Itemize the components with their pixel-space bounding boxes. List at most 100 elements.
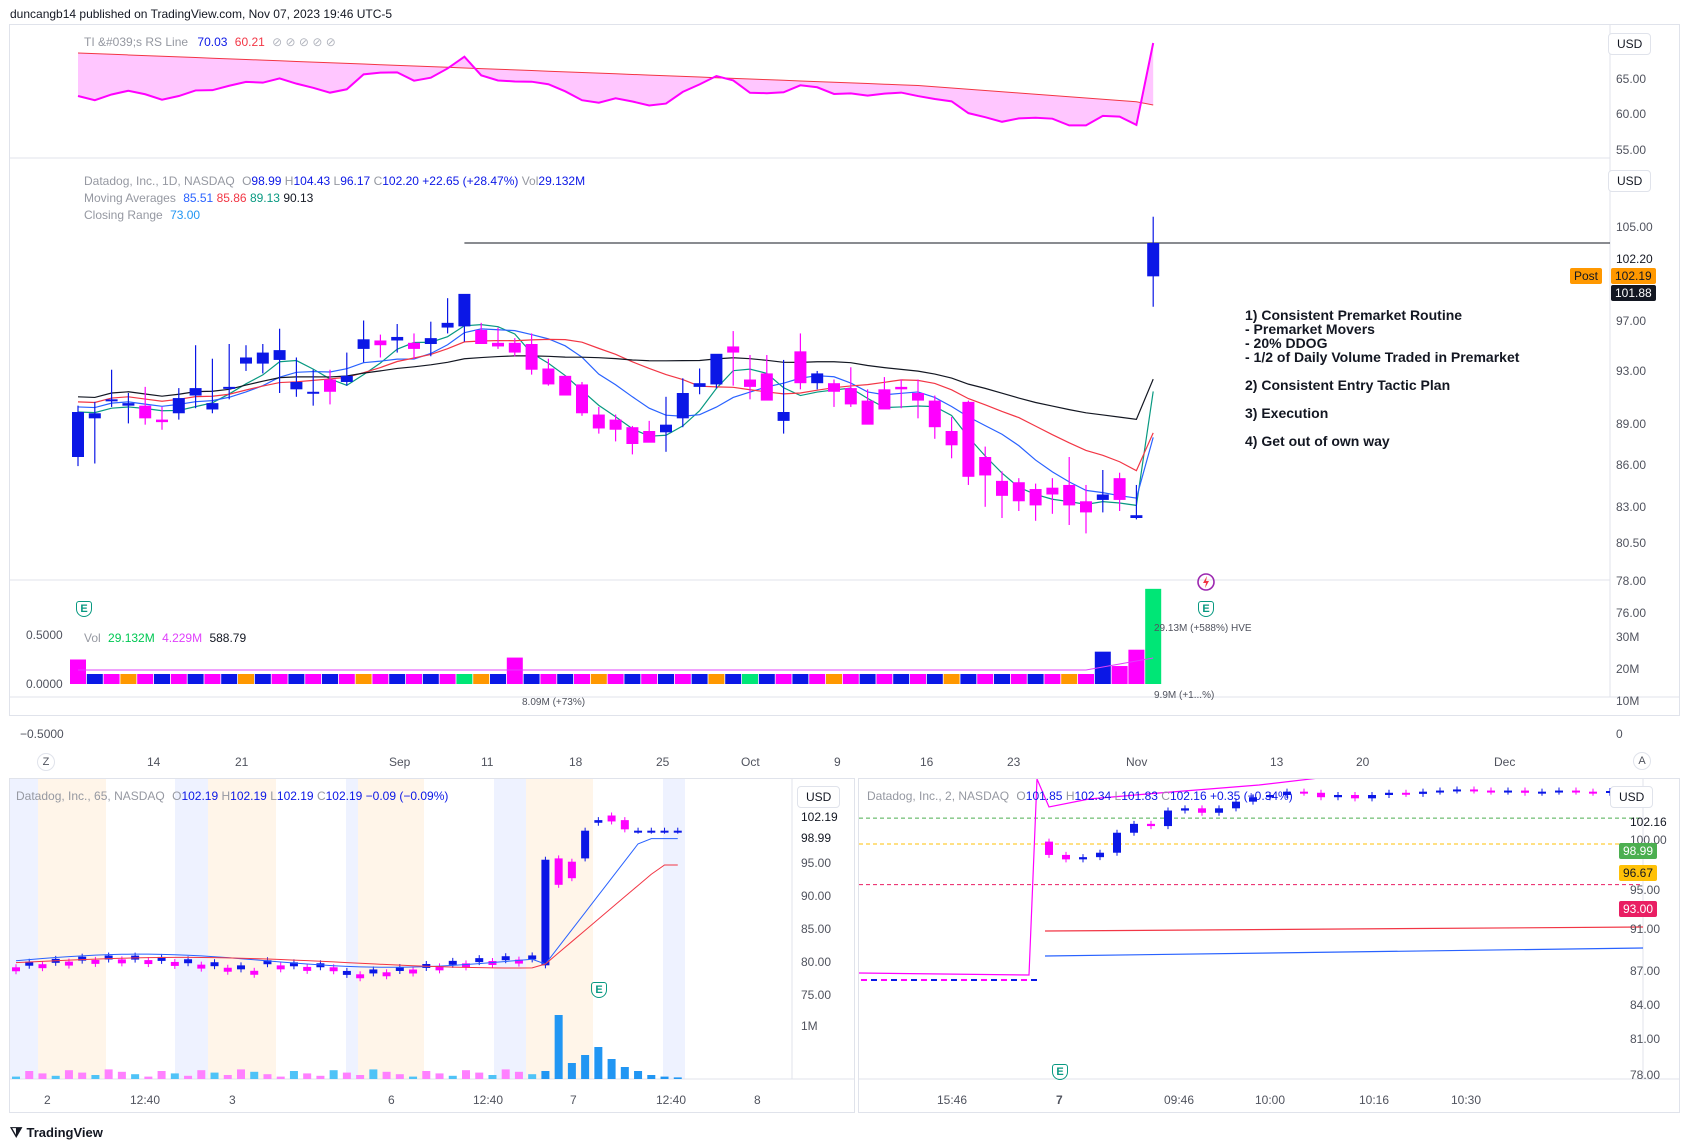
- volume-bar: [38, 1073, 47, 1079]
- volume-bar: [725, 674, 742, 684]
- rs-tick: 55.00: [1616, 143, 1647, 157]
- corner-button-right[interactable]: A: [1633, 752, 1651, 770]
- volume-extra-value: 588.79: [209, 631, 247, 645]
- intraday-2m-panel[interactable]: [858, 778, 1680, 1113]
- candle-body: [881, 979, 887, 981]
- candle-body: [458, 293, 471, 327]
- candle-body: [172, 398, 185, 414]
- candle-body: [374, 340, 387, 346]
- candle-body: [951, 979, 957, 981]
- volume-bar: [691, 674, 708, 684]
- candle-body: [542, 368, 555, 385]
- volume-bar: [422, 674, 439, 684]
- price-currency-button[interactable]: USD: [1608, 170, 1652, 192]
- candle-body: [528, 955, 537, 960]
- volume-bar: [303, 1073, 312, 1079]
- candle-body: [508, 342, 521, 353]
- candle-body: [25, 961, 34, 966]
- bl-currency-button[interactable]: USD: [797, 786, 841, 808]
- rs-currency-button[interactable]: USD: [1608, 33, 1652, 55]
- volume-bar: [826, 674, 842, 684]
- intraday-65m-panel[interactable]: [9, 778, 855, 1113]
- rs-line-name: TI &#039;s RS Line: [84, 35, 189, 49]
- rs-line-legend: TI &#039;s RS Line 70.03 60.21 ⊘ ⊘ ⊘ ⊘ ⊘: [84, 35, 336, 49]
- osc-tick: 0.0000: [26, 677, 63, 691]
- volume-bar: [329, 1070, 338, 1079]
- volume-bar: [456, 674, 473, 684]
- symbol-title: Datadog, Inc., 1D, NASDAQ: [84, 174, 235, 188]
- candle-body: [861, 979, 867, 981]
- x-tick: 23: [1007, 755, 1021, 769]
- candle-body: [1385, 792, 1393, 795]
- earnings-marker-icon[interactable]: E: [1198, 601, 1214, 617]
- candle-body: [971, 979, 977, 981]
- volume-bar: [641, 674, 658, 684]
- candle-body: [157, 956, 166, 961]
- br-legend: Datadog, Inc., 2, NASDAQ O101.85 H102.34…: [867, 789, 1293, 803]
- volume-bar: [523, 674, 540, 684]
- candle-body: [878, 389, 891, 410]
- volume-bar: [305, 674, 322, 684]
- candle-body: [342, 970, 351, 975]
- volume-bar: [775, 674, 792, 684]
- earnings-marker-icon[interactable]: E: [591, 982, 607, 998]
- bl-legend: Datadog, Inc., 65, NASDAQ O102.19 H102.1…: [16, 789, 448, 803]
- candle-body: [1487, 790, 1495, 793]
- volume-bar: [422, 1071, 431, 1079]
- candle-body: [620, 820, 629, 830]
- volume-bar: [540, 674, 557, 684]
- intraday-65m-canvas[interactable]: [10, 779, 854, 1112]
- volume-bar: [859, 674, 876, 684]
- candle-body: [475, 958, 484, 963]
- candle-body: [660, 424, 672, 433]
- bl-tick: 95.00: [801, 856, 832, 870]
- volume-bar: [221, 674, 238, 684]
- open-label: O: [172, 789, 182, 803]
- volume-bar: [673, 1077, 682, 1079]
- candle-body: [273, 350, 286, 360]
- candle-body: [289, 962, 298, 967]
- open-value: 98.99: [251, 174, 282, 188]
- tradingview-logo-text: TradingView: [26, 1125, 103, 1140]
- x-tick: 16: [920, 755, 934, 769]
- main-chart-panel[interactable]: [9, 24, 1680, 716]
- earnings-marker-icon[interactable]: E: [1052, 1064, 1068, 1080]
- tradingview-logo[interactable]: ⧩ TradingView: [10, 1124, 103, 1141]
- volume-bar: [70, 659, 86, 684]
- br-tick: 95.00: [1630, 883, 1661, 897]
- session-band: [358, 779, 424, 1079]
- earnings-marker-icon[interactable]: E: [76, 601, 92, 617]
- br-high-value: 102.34: [1074, 789, 1112, 803]
- volume-ma-value: 4.229M: [162, 631, 203, 645]
- volume-bar: [382, 1071, 391, 1079]
- candle-body: [117, 959, 126, 964]
- candle-body: [382, 972, 391, 977]
- corner-button-left[interactable]: Z: [37, 753, 55, 771]
- candle-body: [197, 964, 206, 969]
- candle-body: [250, 970, 259, 975]
- volume-bar: [250, 1071, 259, 1079]
- volume-bar: [104, 1069, 113, 1079]
- volume-bar: [389, 674, 406, 684]
- candle-body: [525, 344, 538, 370]
- volume-bar: [131, 1074, 140, 1079]
- volume-bar: [528, 1074, 537, 1079]
- br-currency-button[interactable]: USD: [1610, 786, 1654, 808]
- rs-line-extras: ⊘ ⊘ ⊘ ⊘ ⊘: [272, 35, 336, 49]
- candle-body: [1249, 797, 1257, 802]
- candle-body: [634, 830, 643, 833]
- price-tick: 78.00: [1616, 574, 1647, 588]
- br-open-value: 101.85: [1025, 789, 1063, 803]
- candle-body: [408, 342, 420, 349]
- candle-body: [1011, 979, 1017, 981]
- candle-body: [673, 830, 682, 833]
- candle-body: [1589, 791, 1597, 794]
- ma1-value: 85.51: [183, 191, 214, 205]
- br-tick: 84.00: [1630, 998, 1661, 1012]
- flash-icon[interactable]: [1196, 572, 1216, 592]
- main-chart-canvas[interactable]: [10, 25, 1679, 715]
- volume-bar: [893, 674, 910, 684]
- br-x-tick: 09:46: [1164, 1093, 1195, 1107]
- volume-bar: [926, 674, 943, 684]
- intraday-2m-canvas[interactable]: [859, 779, 1679, 1112]
